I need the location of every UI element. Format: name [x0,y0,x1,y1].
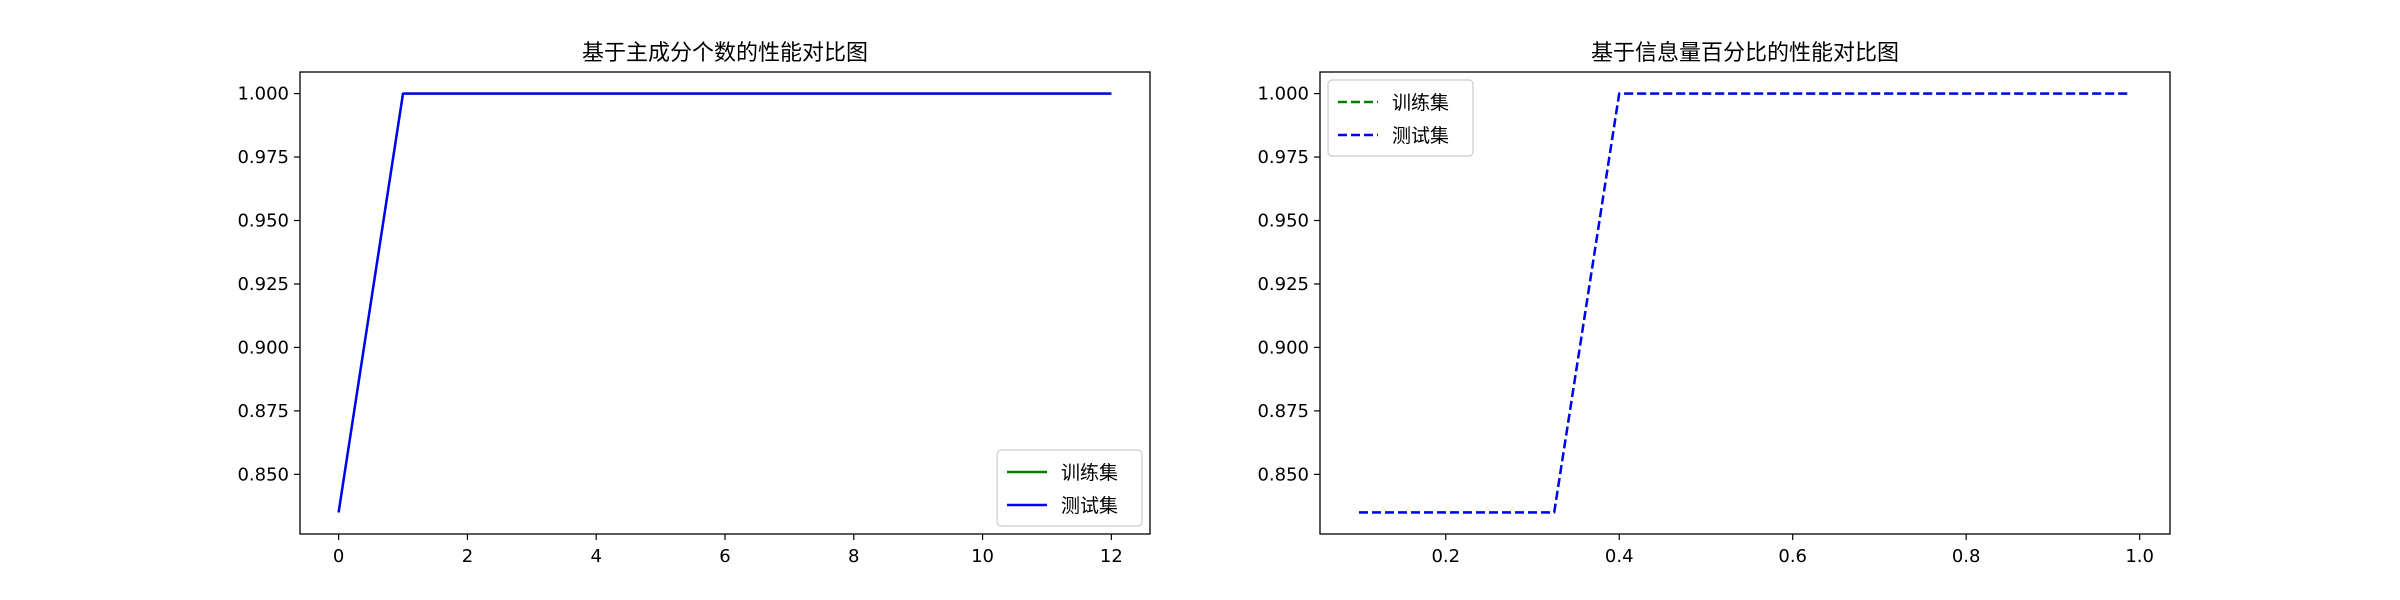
series-line-train [337,92,1112,513]
legend-box [1327,79,1474,157]
legend-label: 训练集 [1392,92,1449,114]
series-line-test [337,92,1112,513]
y-tick-label: 0.925 [1257,274,1309,295]
y-tick-label: 0.950 [237,211,289,232]
y-tick-label: 0.950 [1257,211,1309,232]
chart-principal-components: 基于主成分个数的性能对比图 0 2 4 6 8 10 12 0.850 0.875 0.900 0.9… [237,41,1151,567]
y-tick-label: 0.975 [237,147,289,168]
x-tick-label: 2 [462,546,473,567]
series-line-test [1359,92,2131,514]
x-tick-label: 1.0 [2125,546,2154,567]
y-tick-label: 0.900 [1257,337,1309,358]
x-tick-label: 10 [971,546,994,567]
x-tick-label: 0.4 [1605,546,1634,567]
y-tick-label: 1.000 [1257,84,1309,105]
legend-box [996,449,1143,527]
y-tick-label: 0.850 [1257,464,1309,485]
chart-title: 基于信息量百分比的性能对比图 [1591,41,1899,66]
y-tick-label: 0.875 [1257,401,1309,422]
y-tick-label: 0.875 [237,401,289,422]
chart-title: 基于主成分个数的性能对比图 [582,41,868,66]
axes-frame [1319,71,2171,535]
x-tick-label: 4 [590,546,601,567]
series-line-train [1359,92,2131,514]
x-tick-label: 8 [848,546,859,567]
x-tick-label: 0.6 [1778,546,1807,567]
x-tick-label: 0.2 [1431,546,1460,567]
y-tick-label: 0.850 [237,464,289,485]
x-tick-label: 0.8 [1952,546,1981,567]
y-tick-label: 0.975 [1257,147,1309,168]
y-tick-label: 1.000 [237,84,289,105]
y-tick-label: 0.900 [237,337,289,358]
chart-information-percentage: 基于信息量百分比的性能对比图 0.2 0.4 0.6 0.8 1.0 0.850 0.875 0… [1257,41,2171,567]
legend-label: 测试集 [1392,125,1449,147]
legend-label: 测试集 [1061,495,1118,517]
x-tick-label: 12 [1100,546,1123,567]
x-tick-label: 0 [333,546,344,567]
y-tick-label: 0.925 [237,274,289,295]
legend-label: 训练集 [1061,462,1118,484]
x-tick-label: 6 [719,546,730,567]
